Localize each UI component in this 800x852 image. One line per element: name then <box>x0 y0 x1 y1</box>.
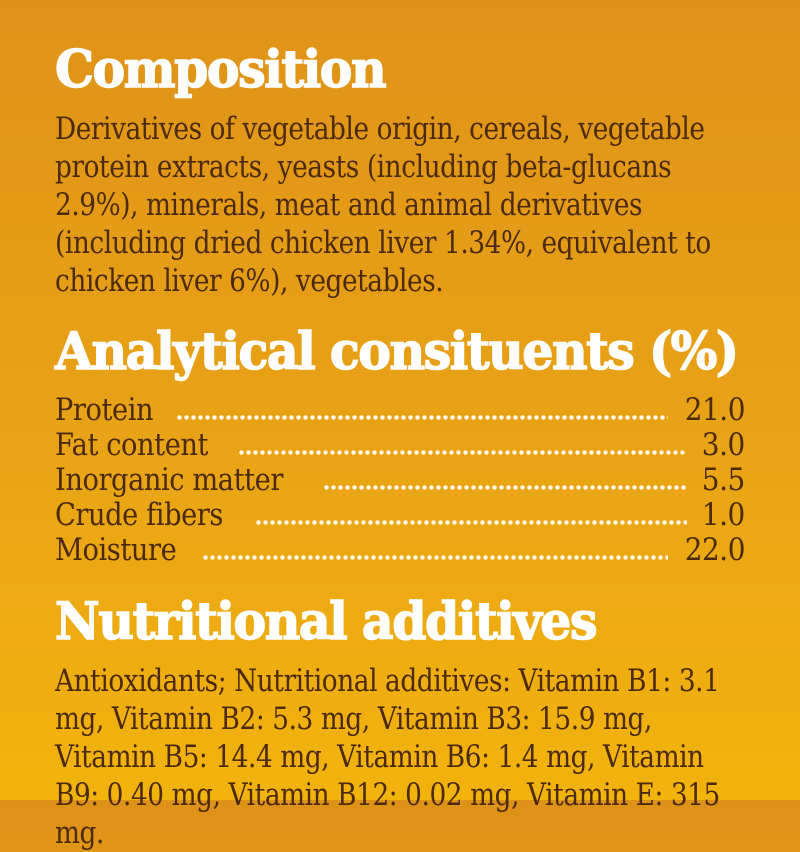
analytical-row-label: Protein <box>55 392 154 429</box>
table-row: Inorganic matter 5.5 <box>55 463 745 498</box>
table-row: Moisture 22.0 <box>55 533 745 568</box>
analytical-row-value: 22.0 <box>684 532 746 569</box>
dot-leader <box>176 415 668 421</box>
analytical-row-value: 1.0 <box>701 497 745 534</box>
nutritional-additives-body-text: Antioxidants; Nutritional additives: Vit… <box>55 662 720 851</box>
analytical-row-label: Crude fibers <box>55 497 223 534</box>
analytical-row-label: Inorganic matter <box>55 462 283 499</box>
composition-heading: Composition <box>54 40 387 100</box>
table-row: Crude fibers 1.0 <box>55 498 745 533</box>
dot-leader <box>255 520 688 526</box>
composition-body-text: Derivatives of vegetable origin, cereals… <box>55 110 711 299</box>
analytical-row-value: 3.0 <box>701 427 745 464</box>
nutritional-additives-heading: Nutritional additives <box>54 592 598 653</box>
dot-leader <box>324 485 688 491</box>
dot-leader <box>238 450 688 456</box>
analytical-row-label: Fat content <box>55 427 209 464</box>
dot-leader <box>202 555 668 561</box>
analytical-row-value: 5.5 <box>701 462 745 499</box>
analytical-constituents-table: Protein 21.0 Fat content 3.0 Inorganic m… <box>55 393 745 568</box>
table-row: Fat content 3.0 <box>55 428 745 463</box>
analytical-row-label: Moisture <box>55 532 177 569</box>
nutrition-label-panel: Composition Derivatives of vegetable ori… <box>54 40 745 851</box>
table-row: Protein 21.0 <box>55 393 745 428</box>
analytical-row-value: 21.0 <box>684 392 746 429</box>
analytical-constituents-heading: Analytical consituents (%) <box>54 321 739 382</box>
